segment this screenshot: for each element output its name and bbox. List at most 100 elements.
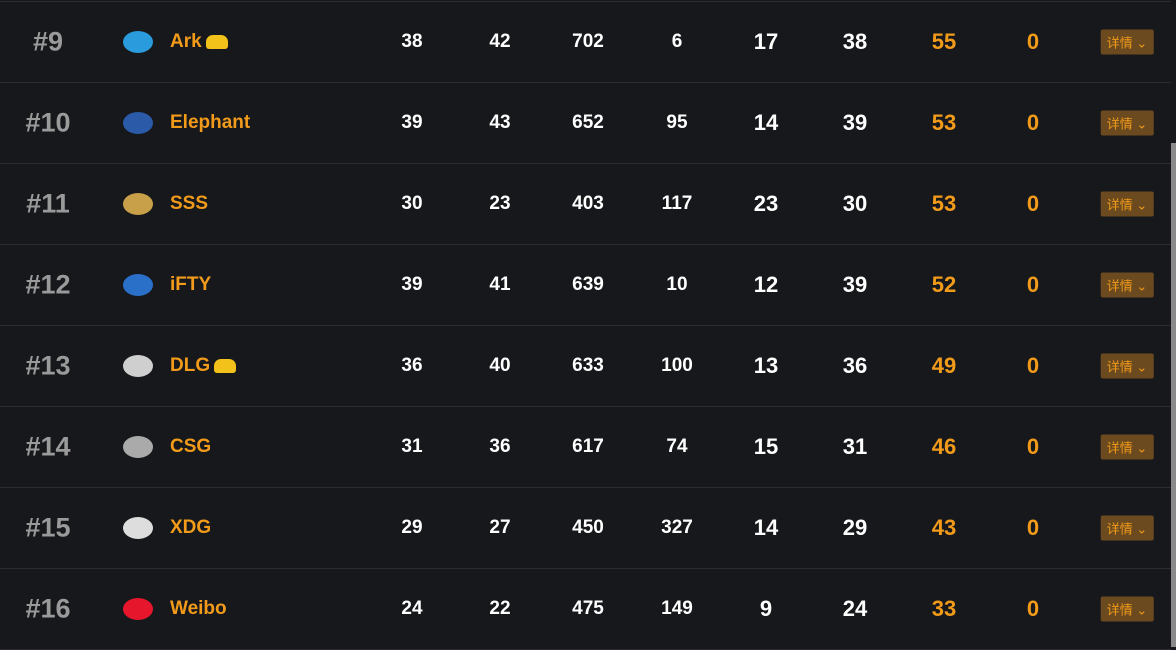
detail-label: 详情 bbox=[1106, 521, 1133, 537]
stat-cell: 0 bbox=[1026, 110, 1040, 135]
rank: #11 bbox=[26, 188, 70, 219]
table-row: #13 DLG 36 40 633 100 13 36 49 0 详情 ⌄ bbox=[0, 326, 1171, 407]
rank: #13 bbox=[25, 350, 71, 381]
table-row: #16 Weibo 24 22 475 149 9 24 33 0 详情 ⌄ bbox=[0, 569, 1171, 650]
stat-cell: 29 bbox=[401, 517, 423, 538]
stat-cell: 0 bbox=[1026, 596, 1040, 621]
rank: #9 bbox=[32, 26, 64, 57]
stat-cell: 13 bbox=[753, 353, 779, 378]
stat-cell: 0 bbox=[1026, 515, 1040, 540]
stat-cell: 40 bbox=[489, 355, 511, 376]
detail-label: 详情 bbox=[1106, 278, 1133, 294]
table-row: #10 Elephant 39 43 652 95 14 39 53 0 详情 ⌄ bbox=[0, 83, 1171, 164]
stat-cell: 46 bbox=[931, 434, 957, 459]
weibo-logo bbox=[118, 592, 158, 626]
detail-button[interactable]: 详情 ⌄ bbox=[1100, 191, 1154, 217]
stat-cell: 0 bbox=[1026, 272, 1040, 297]
stat-cell: 0 bbox=[1026, 434, 1040, 459]
scrollbar[interactable] bbox=[1171, 143, 1176, 647]
stat-cell: 31 bbox=[401, 436, 423, 457]
team-name[interactable]: Elephant bbox=[170, 112, 250, 134]
rank: #15 bbox=[25, 512, 71, 543]
stat-cell: 53 bbox=[931, 110, 957, 135]
stat-cell: 17 bbox=[753, 29, 779, 54]
team-name[interactable]: Ark bbox=[170, 31, 228, 53]
badge-icon bbox=[205, 35, 228, 49]
detail-button[interactable]: 详情 ⌄ bbox=[1100, 272, 1154, 298]
chevron-down-icon: ⌄ bbox=[1136, 35, 1148, 51]
stat-cell: 633 bbox=[572, 355, 604, 376]
stat-cell: 24 bbox=[842, 596, 868, 621]
ark-logo bbox=[118, 25, 158, 59]
team-name[interactable]: Weibo bbox=[170, 598, 227, 620]
stat-cell: 53 bbox=[931, 191, 957, 216]
rank: #14 bbox=[25, 431, 71, 462]
stat-cell: 100 bbox=[661, 355, 693, 376]
team-name[interactable]: CSG bbox=[170, 436, 211, 458]
team-name[interactable]: DLG bbox=[170, 355, 237, 377]
stat-cell: 639 bbox=[572, 274, 604, 295]
stat-cell: 74 bbox=[666, 436, 688, 457]
table-row: #11 SSS 30 23 403 117 23 30 53 0 详情 ⌄ bbox=[0, 164, 1171, 245]
detail-button[interactable]: 详情 ⌄ bbox=[1100, 353, 1154, 379]
team-name[interactable]: iFTY bbox=[170, 274, 211, 296]
detail-label: 详情 bbox=[1106, 359, 1133, 375]
team-name[interactable]: SSS bbox=[170, 193, 208, 215]
stat-cell: 43 bbox=[489, 112, 511, 133]
stat-cell: 149 bbox=[661, 598, 693, 619]
stat-cell: 24 bbox=[401, 598, 423, 619]
rank: #16 bbox=[25, 593, 71, 624]
stat-cell: 39 bbox=[401, 112, 423, 133]
detail-label: 详情 bbox=[1106, 197, 1133, 213]
stat-cell: 52 bbox=[931, 272, 957, 297]
detail-label: 详情 bbox=[1106, 440, 1133, 456]
chevron-down-icon: ⌄ bbox=[1136, 359, 1148, 375]
table-row: #14 CSG 31 36 617 74 15 31 46 0 详情 ⌄ bbox=[0, 407, 1171, 488]
stat-cell: 10 bbox=[666, 274, 688, 295]
detail-label: 详情 bbox=[1106, 602, 1133, 618]
team-name-text: Elephant bbox=[170, 112, 251, 133]
stat-cell: 41 bbox=[489, 274, 511, 295]
csg-logo bbox=[118, 430, 158, 464]
stat-cell: 39 bbox=[842, 110, 868, 135]
stat-cell: 475 bbox=[572, 598, 604, 619]
stat-cell: 23 bbox=[753, 191, 779, 216]
team-name[interactable]: XDG bbox=[170, 517, 211, 539]
stat-cell: 117 bbox=[661, 193, 693, 214]
team-name-text: iFTY bbox=[170, 274, 212, 295]
detail-button[interactable]: 详情 ⌄ bbox=[1100, 110, 1154, 136]
stat-cell: 15 bbox=[753, 434, 779, 459]
stat-cell: 652 bbox=[572, 112, 604, 133]
stat-cell: 23 bbox=[489, 193, 511, 214]
team-name-text: Weibo bbox=[170, 598, 227, 619]
detail-button[interactable]: 详情 ⌄ bbox=[1100, 29, 1154, 55]
chevron-down-icon: ⌄ bbox=[1136, 440, 1148, 456]
detail-button[interactable]: 详情 ⌄ bbox=[1100, 515, 1154, 541]
stat-cell: 33 bbox=[931, 596, 957, 621]
stat-cell: 22 bbox=[489, 598, 511, 619]
stat-cell: 36 bbox=[489, 436, 511, 457]
table-row: #12 iFTY 39 41 639 10 12 39 52 0 详情 ⌄ bbox=[0, 245, 1171, 326]
stat-cell: 403 bbox=[572, 193, 604, 214]
detail-button[interactable]: 详情 ⌄ bbox=[1100, 434, 1154, 460]
stat-cell: 327 bbox=[661, 517, 693, 538]
stat-cell: 702 bbox=[572, 31, 604, 52]
sss-logo bbox=[118, 187, 158, 221]
dlg-logo bbox=[118, 349, 158, 383]
elephant-logo bbox=[118, 106, 158, 140]
team-name-text: Ark bbox=[170, 31, 202, 52]
detail-button[interactable]: 详情 ⌄ bbox=[1100, 596, 1154, 622]
stat-cell: 43 bbox=[931, 515, 957, 540]
stat-cell: 55 bbox=[931, 29, 957, 54]
stat-cell: 42 bbox=[489, 31, 511, 52]
chevron-down-icon: ⌄ bbox=[1136, 197, 1148, 213]
team-name-text: SSS bbox=[170, 193, 209, 214]
chevron-down-icon: ⌄ bbox=[1136, 521, 1148, 537]
stat-cell: 39 bbox=[842, 272, 868, 297]
stat-cell: 95 bbox=[666, 112, 688, 133]
stat-cell: 38 bbox=[401, 31, 423, 52]
detail-label: 详情 bbox=[1106, 116, 1133, 132]
chevron-down-icon: ⌄ bbox=[1136, 278, 1148, 294]
stat-cell: 9 bbox=[759, 596, 773, 621]
